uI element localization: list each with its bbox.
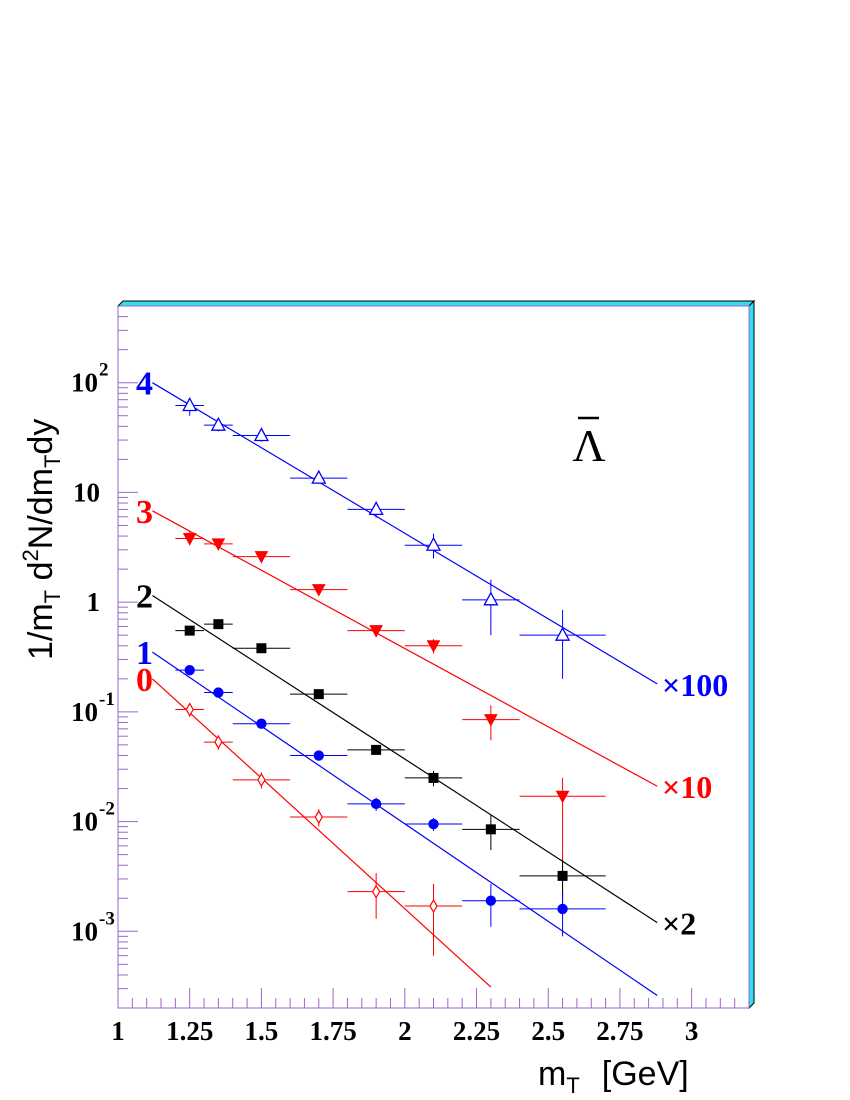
data-marker <box>184 664 195 676</box>
data-marker <box>254 551 269 564</box>
x-tick-label: 3 <box>685 1016 699 1046</box>
x-tick-label: 2 <box>398 1016 412 1046</box>
data-marker <box>483 591 499 606</box>
y-tick-label: 10 <box>73 477 100 507</box>
fit-line <box>152 382 658 685</box>
data-marker <box>371 744 382 755</box>
frame-shadow-top <box>116 300 756 307</box>
data-marker <box>311 584 326 597</box>
data-marker <box>211 538 226 551</box>
data-marker <box>371 884 381 899</box>
x-tick-label: 2.5 <box>531 1016 565 1046</box>
data-marker <box>213 687 224 698</box>
data-marker <box>210 416 226 431</box>
particle-label: Λ <box>572 420 605 471</box>
data-marker <box>214 734 223 750</box>
y-axis-title: 1/mT d2N/dmTdy <box>18 419 65 660</box>
x-axis-title-sub: T <box>566 1073 579 1098</box>
series-index-label: 4 <box>136 366 153 403</box>
data-marker <box>182 533 197 546</box>
fit-line <box>152 678 492 988</box>
y-axis-title-part: T <box>40 455 65 468</box>
data-marker <box>182 397 198 412</box>
y-tick-label: 10 <box>71 368 98 398</box>
x-tick-label: 1 <box>111 1016 125 1046</box>
x-axis-title-main: m <box>538 1055 566 1093</box>
data-marker <box>369 625 383 638</box>
x-tick-label: 1.25 <box>166 1016 213 1046</box>
data-marker <box>485 895 497 906</box>
y-axis-title-part: 1/m <box>22 603 60 660</box>
data-marker <box>213 619 224 630</box>
y-tick-exponent: -1 <box>99 689 115 710</box>
series-index-label: 2 <box>136 578 153 615</box>
data-marker <box>368 501 384 516</box>
data-marker <box>557 903 568 915</box>
data-marker <box>557 870 568 881</box>
data-marker <box>370 798 382 810</box>
series-scale-factor: ×2 <box>662 906 696 942</box>
data-marker <box>256 643 267 654</box>
x-tick-label: 2.25 <box>453 1016 500 1046</box>
data-points <box>175 397 606 956</box>
frame-shadow-right <box>748 299 755 1010</box>
fit-line <box>152 594 658 924</box>
y-tick-label: 10 <box>71 807 98 837</box>
y-tick-exponent: -2 <box>99 799 115 820</box>
data-marker <box>314 809 323 825</box>
axis-tick-labels: 1 1.25 1.5 1.75 2 2.25 2.5 2.75 310 -310 -210 -1110… <box>71 360 698 1046</box>
axis-ticks <box>117 305 750 1009</box>
series-index-label: 1 <box>136 635 153 672</box>
y-axis-title-part: 2 <box>18 549 43 561</box>
y-axis-title-part: N/dm <box>22 468 60 549</box>
series-scale-factor: ×100 <box>662 667 728 703</box>
data-marker <box>313 689 324 700</box>
y-tick-label: 1 <box>87 587 101 617</box>
data-marker <box>253 427 270 442</box>
y-tick-label: 10 <box>71 916 98 946</box>
data-marker <box>184 625 195 636</box>
data-marker <box>313 750 324 761</box>
data-marker <box>185 702 194 717</box>
y-axis-title-part: dy <box>22 419 60 455</box>
data-marker <box>426 640 441 653</box>
y-axis-title-part: d <box>22 562 60 590</box>
x-tick-label: 2.75 <box>596 1016 643 1046</box>
data-marker <box>484 714 498 727</box>
data-marker <box>425 536 442 551</box>
x-tick-label: 1.5 <box>245 1016 279 1046</box>
y-tick-label: 10 <box>71 697 98 727</box>
data-marker <box>429 898 438 914</box>
y-tick-exponent: 2 <box>99 360 109 381</box>
data-marker <box>428 772 439 783</box>
data-marker <box>485 824 496 835</box>
series-labels: 4 ×100 3 ×10 2 ×2 10 <box>136 366 728 942</box>
data-marker <box>555 790 570 804</box>
data-marker <box>428 818 439 830</box>
data-marker <box>257 772 266 788</box>
series-index-label: 3 <box>136 494 153 531</box>
x-tick-label: 1.75 <box>309 1016 356 1046</box>
series-index-label: 0 <box>136 662 153 699</box>
y-tick-exponent: -3 <box>99 908 115 929</box>
y-axis-title-part: T <box>40 590 65 603</box>
data-marker <box>554 626 571 641</box>
x-axis-title-unit: [GeV] <box>602 1055 689 1093</box>
data-marker <box>311 469 327 484</box>
series-scale-factor: ×10 <box>662 769 712 805</box>
x-axis-title: mT [GeV] <box>538 1055 689 1098</box>
data-marker <box>256 718 267 729</box>
